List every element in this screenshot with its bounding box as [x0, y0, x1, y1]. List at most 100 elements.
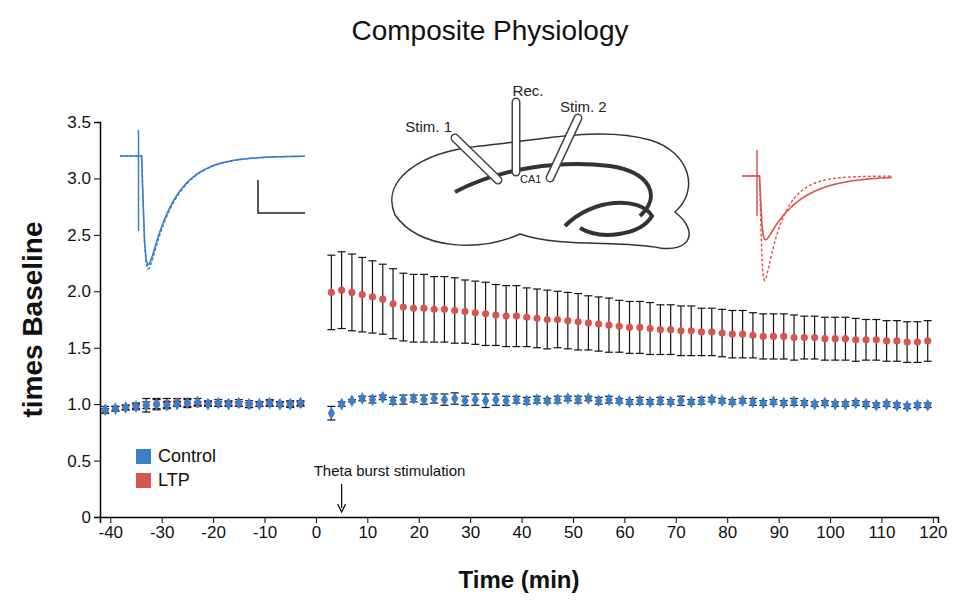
point — [482, 310, 489, 317]
x-tick-label: 120 — [919, 523, 947, 542]
point — [276, 398, 283, 411]
point — [739, 331, 746, 338]
error-bar-cap — [769, 358, 777, 359]
error-bar-cap — [492, 345, 500, 346]
point — [904, 339, 911, 346]
error-bar-cap — [482, 282, 490, 283]
point — [503, 313, 510, 320]
point — [287, 398, 294, 411]
error-bar — [790, 315, 798, 360]
legend-label: LTP — [158, 470, 190, 490]
error-bar-cap — [338, 328, 346, 329]
point — [924, 399, 931, 412]
point — [708, 328, 715, 335]
point — [400, 393, 407, 406]
x-tick: 110 — [868, 517, 895, 542]
error-bar — [780, 314, 788, 359]
point — [379, 391, 386, 404]
point — [420, 305, 427, 312]
point — [842, 335, 849, 342]
error-bar-cap — [646, 354, 654, 355]
error-bar-cap — [862, 360, 870, 361]
point — [235, 397, 242, 410]
y-tick: 0.5 — [67, 452, 100, 471]
error-bar-cap — [368, 332, 376, 333]
y-tick-mark — [94, 178, 100, 179]
error-bar-cap — [924, 361, 932, 362]
hippocampus-outline — [392, 134, 689, 249]
error-bar-cap — [440, 276, 448, 277]
error-bar — [543, 290, 551, 349]
x-tick: 10 — [358, 517, 377, 542]
x-tick-label: 50 — [564, 523, 583, 542]
error-bar — [338, 252, 346, 329]
y-tick-label: 1.5 — [67, 339, 91, 358]
error-bar-cap — [913, 362, 921, 363]
y-tick-mark — [94, 291, 100, 292]
electrode — [455, 138, 498, 180]
error-bar-cap — [327, 329, 335, 330]
error-bar — [461, 280, 469, 343]
point — [873, 399, 880, 412]
point — [369, 393, 376, 406]
point — [636, 394, 643, 407]
error-bar-cap — [389, 268, 397, 269]
point — [708, 393, 715, 406]
point — [790, 334, 797, 341]
error-bar-cap — [739, 357, 747, 358]
x-tick-label: 90 — [770, 523, 789, 542]
error-bar — [440, 277, 448, 342]
point — [544, 394, 551, 407]
dentate-layer — [565, 203, 652, 235]
point — [626, 324, 633, 331]
point — [667, 326, 674, 333]
error-bar-cap — [883, 361, 891, 362]
point — [328, 289, 335, 296]
error-bar — [523, 288, 531, 347]
error-bar-cap — [523, 287, 531, 288]
error-bar-cap — [502, 285, 510, 286]
x-tick-label: 20 — [410, 523, 429, 542]
point — [132, 400, 139, 413]
error-bar — [492, 394, 500, 405]
point — [245, 398, 252, 411]
point — [420, 393, 427, 406]
point — [564, 392, 571, 405]
error-bar-cap — [739, 310, 747, 311]
x-tick: 100 — [816, 517, 844, 542]
point — [461, 394, 468, 407]
error-bar-cap — [759, 358, 767, 359]
y-tick: 3.5 — [67, 113, 100, 132]
error-bar — [533, 289, 541, 348]
x-tick-label: 30 — [461, 523, 480, 542]
title: Composite Physiology — [351, 15, 628, 46]
legend: ControlLTP — [136, 446, 216, 490]
error-bar — [862, 320, 870, 361]
error-bar — [492, 285, 500, 346]
error-bar-cap — [482, 345, 490, 346]
error-bar-cap — [698, 355, 706, 356]
point — [852, 397, 859, 410]
y-tick-label: 0 — [82, 508, 91, 527]
error-bar-cap — [410, 274, 418, 275]
point — [811, 398, 818, 411]
point — [698, 328, 705, 335]
trace-dashed — [120, 156, 305, 269]
x-tick-label: 110 — [868, 523, 895, 542]
point — [760, 397, 767, 410]
error-bar — [800, 316, 808, 359]
chart: Composite PhysiologyStim. 1Rec.Stim. 2CA… — [0, 0, 967, 603]
annotation-arrow — [341, 484, 342, 508]
point — [595, 320, 602, 327]
y-tick: 1.5 — [67, 339, 100, 358]
error-bar-cap — [512, 285, 520, 286]
error-bar-cap — [718, 356, 726, 357]
point — [770, 333, 777, 340]
point — [431, 392, 438, 405]
point — [112, 402, 119, 415]
error-bar — [512, 286, 520, 347]
point — [739, 394, 746, 407]
point — [718, 394, 725, 407]
error-bar-cap — [749, 357, 757, 358]
error-bar-cap — [708, 355, 716, 356]
